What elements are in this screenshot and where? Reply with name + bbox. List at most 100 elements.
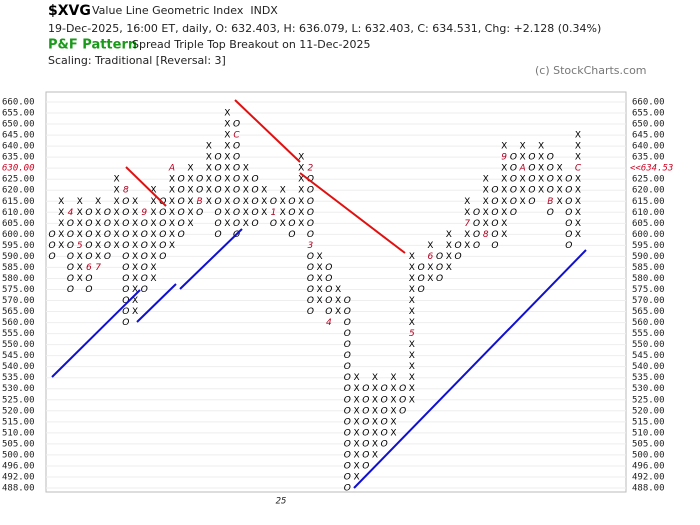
plot-frame (45, 91, 627, 493)
x-box: X (114, 230, 120, 240)
x-box: X (335, 307, 341, 317)
y-tick-label: 650.00 (632, 120, 665, 130)
x-box: X (132, 219, 138, 229)
x-box: X (446, 263, 452, 273)
support-line (136, 283, 177, 323)
y-tick-label: 580.00 (2, 274, 35, 284)
o-box: O (362, 406, 369, 416)
o-box: O (48, 252, 55, 262)
x-box: X (77, 274, 83, 284)
o-box: O (436, 274, 443, 284)
x-box: X (114, 197, 120, 207)
x-box: X (409, 252, 415, 262)
y-tick-label: 570.00 (2, 296, 35, 306)
x-box: X (538, 142, 544, 152)
x-box: X (77, 219, 83, 229)
o-box: O (344, 406, 351, 416)
o-box: O (215, 208, 222, 218)
pf-column: XXX (335, 285, 341, 317)
x-box: X (58, 219, 64, 229)
o-box: O (307, 252, 314, 262)
month-marker: B (547, 197, 553, 207)
y-tick-label: 500.00 (2, 450, 35, 460)
pf-column: OOO (418, 263, 425, 295)
y-tick-label: 620.00 (632, 186, 665, 196)
o-box: O (196, 208, 203, 218)
o-box: O (344, 484, 351, 494)
o-box: O (67, 285, 74, 295)
x-box: X (224, 197, 230, 207)
o-box: O (510, 164, 517, 174)
o-box: O (104, 208, 111, 218)
o-box: O (307, 197, 314, 207)
o-box: O (362, 417, 369, 427)
o-box: O (288, 219, 295, 229)
y-tick-label: 496.00 (632, 461, 665, 471)
x-box: X (58, 208, 64, 218)
o-box: O (215, 175, 222, 185)
x-box: X (298, 186, 304, 196)
x-box: X (150, 197, 156, 207)
x-box: X (501, 175, 507, 185)
month-marker: 5 (77, 241, 83, 251)
x-box: X (538, 186, 544, 196)
x-box: X (224, 120, 230, 130)
y-tick-label: 545.00 (2, 351, 35, 361)
o-box: O (141, 285, 148, 295)
y-tick-label: 565.00 (632, 307, 665, 317)
o-box: O (528, 186, 535, 196)
o-box: O (491, 197, 498, 207)
x-box: X (150, 263, 156, 273)
x-box: X (95, 219, 101, 229)
o-box: O (215, 164, 222, 174)
o-box: O (399, 406, 406, 416)
quote: 19-Dec-2025, 16:00 ET, daily, O: 632.403… (48, 22, 601, 35)
x-box: X (261, 208, 267, 218)
y-tick-label: 645.00 (632, 131, 665, 141)
x-box: X (575, 175, 581, 185)
o-box: O (251, 208, 258, 218)
x-box: X (95, 208, 101, 218)
o-box: O (491, 219, 498, 229)
y-tick-label: 590.00 (2, 252, 35, 262)
x-box: X (353, 395, 359, 405)
y-tick-label: 530.00 (2, 384, 35, 394)
o-box: O (85, 241, 92, 251)
x-box: X (409, 395, 415, 405)
o-box: O (418, 285, 425, 295)
pattern-title: P&F Pattern (48, 38, 137, 53)
o-box: O (344, 362, 351, 372)
x-box: X (224, 142, 230, 152)
y-tick-label: 540.00 (632, 362, 665, 372)
o-box: O (528, 153, 535, 163)
x-box: X (390, 384, 396, 394)
x-box: X (114, 208, 120, 218)
o-box: O (325, 285, 332, 295)
x-box: X (520, 197, 526, 207)
o-box: O (362, 428, 369, 438)
x-box: X (464, 241, 470, 251)
o-box: O (325, 307, 332, 317)
y-tick-label: 600.00 (632, 230, 665, 240)
o-box: O (141, 263, 148, 273)
o-box: O (491, 230, 498, 240)
x-box: X (575, 131, 581, 141)
o-box: O (491, 241, 498, 251)
o-box: O (325, 296, 332, 306)
x-box: X (464, 230, 470, 240)
support-line (353, 249, 587, 489)
x-box: X (132, 252, 138, 262)
o-box: O (251, 175, 258, 185)
